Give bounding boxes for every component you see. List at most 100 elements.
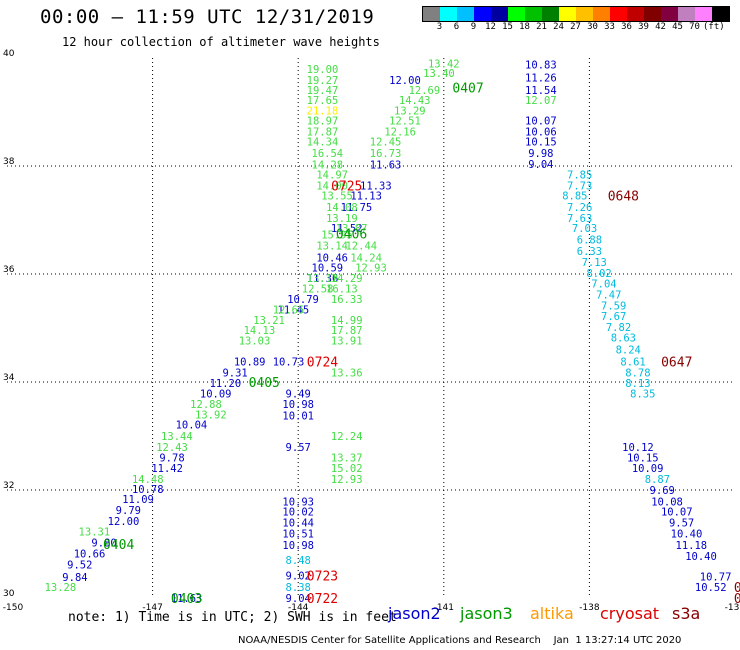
wave-height-value-jason2: 10.09: [632, 463, 664, 475]
pass-label: 0724: [307, 355, 338, 370]
wave-height-value-jason2: 12.00: [108, 516, 140, 528]
wave-height-value-jason3: 13.36: [331, 367, 363, 379]
wave-height-value-jason3: 13.28: [45, 582, 77, 594]
color-scale-label: 3: [436, 22, 443, 32]
wave-height-value-jason2: 10.77: [700, 571, 732, 583]
wave-height-value-jason3: 14.99: [331, 315, 363, 327]
color-swatch: [644, 7, 661, 21]
color-swatch: [610, 7, 627, 21]
wave-height-value-jason3: 14.34: [307, 137, 339, 149]
wave-height-value-jason3: 15.02: [331, 463, 363, 475]
wave-height-value-jason2: 10.59: [312, 263, 344, 275]
color-swatch: [712, 7, 729, 21]
wave-height-value-jason3: 14.28: [312, 159, 344, 171]
wave-height-value-jason3: 12.07: [525, 95, 557, 107]
wave-height-value-jason3: 14.24: [350, 252, 382, 264]
wave-height-value-s3a: 8.35: [630, 388, 655, 400]
wave-height-value-jason2: 10.83: [525, 59, 557, 71]
wave-height-value-jason2: 9.69: [650, 485, 675, 497]
wave-height-value-jason2: 10.08: [651, 496, 683, 508]
color-swatch: [627, 7, 644, 21]
wave-height-value-s3a: 8.02: [586, 268, 611, 280]
color-swatch: [440, 7, 457, 21]
y-tick-label: 32: [3, 481, 14, 491]
wave-height-value-jason2: 9.84: [62, 572, 87, 584]
color-scale-label: 36: [621, 22, 632, 32]
color-scale-label: 45: [672, 22, 683, 32]
wave-height-value-jason2: 10.02: [282, 507, 314, 519]
color-scale-label: 33: [604, 22, 615, 32]
wave-height-value-jason2: 11.63: [370, 159, 402, 171]
wave-height-value-s3a: 7.85: [567, 170, 592, 182]
wave-height-value-s3a: 8.38: [286, 582, 311, 594]
pass-label: 0646: [734, 581, 740, 596]
wave-height-value-s3a: 8.24: [616, 345, 641, 357]
color-scale-label: 42: [655, 22, 666, 32]
wave-height-value-jason3: 19.47: [307, 85, 339, 97]
page-title: 00:00 – 11:59 UTC 12/31/2019: [40, 6, 375, 28]
wave-height-value-jason3: 14.08: [326, 202, 358, 214]
wave-height-value-jason2: 11.52: [331, 223, 363, 235]
wave-height-value-jason3: 13.87: [336, 223, 368, 235]
wave-height-value-jason2: 9.79: [116, 505, 141, 517]
wave-height-value-jason2: 11.42: [151, 463, 183, 475]
wave-height-value-jason3: 13.14: [316, 240, 348, 252]
color-scale-label: 70: [689, 22, 700, 32]
wave-height-value-jason2: 11.18: [676, 540, 708, 552]
wave-height-value-s3a: 7.59: [601, 300, 626, 312]
color-scale-label: 27: [570, 22, 581, 32]
wave-height-value-jason3: 12.44: [345, 240, 377, 252]
wave-height-value-jason3: 15.95: [321, 230, 353, 242]
pass-label: 0723: [307, 569, 338, 584]
wave-height-value-jason2: 9.04: [528, 159, 553, 171]
color-scale-label: 30: [587, 22, 598, 32]
y-tick-label: 34: [3, 373, 15, 383]
wave-height-value-jason2: 10.07: [525, 116, 557, 128]
color-swatch: [491, 7, 508, 21]
wave-height-value-jason2: 11.26: [525, 72, 557, 84]
wave-height-value-s3a: 8.63: [611, 333, 636, 345]
color-scale-label: 18: [519, 22, 530, 32]
wave-height-value-jason3: 13.44: [161, 431, 193, 443]
y-tick-label: 30: [3, 589, 15, 599]
color-scale-label: (ft): [703, 22, 725, 32]
pass-label: 0406: [336, 228, 367, 243]
wave-height-value-jason2: 10.98: [282, 399, 314, 411]
wave-height-value-jason2: 10.66: [74, 549, 106, 561]
wave-height-value-jason3: 14.00: [316, 180, 348, 192]
wave-height-value-s3a: 6.88: [577, 234, 602, 246]
wave-height-value-jason2: 9.98: [528, 148, 553, 160]
pass-label: 0403: [171, 592, 202, 607]
pass-label: 0405: [249, 376, 280, 391]
page-subtitle: 12 hour collection of altimeter wave hei…: [62, 35, 380, 49]
pass-label: 0407: [452, 82, 483, 97]
wave-height-value-jason2: 11.45: [278, 305, 310, 317]
wave-height-value-jason3: 13.42: [428, 58, 460, 70]
wave-height-value-jason2: 10.78: [132, 484, 164, 496]
wave-height-value-jason3: 12.69: [409, 85, 441, 97]
color-scale-label: 39: [638, 22, 649, 32]
wave-height-value-jason2: 9.52: [67, 560, 92, 572]
color-swatch: [525, 7, 542, 21]
wave-height-value-s3a: 6.33: [577, 246, 602, 258]
wave-height-value-jason2: 11.13: [350, 191, 382, 203]
pass-label: 0645: [734, 592, 740, 607]
wave-height-value-jason2: 11.63: [171, 593, 203, 605]
footer-credit: NOAA/NESDIS Center for Satellite Applica…: [238, 635, 682, 646]
wave-height-value-jason3: 12.93: [331, 474, 363, 486]
wave-height-value-jason3: 12.16: [384, 126, 416, 138]
tick-labels: -150 -147 -144 -141 -138 -13 30 32 34 36 38 40: [3, 49, 740, 613]
wave-height-value-jason2: 10.51: [282, 529, 314, 541]
wave-height-value-s3a: 8.78: [625, 367, 650, 379]
wave-height-value-jason2: 11.33: [360, 180, 392, 192]
wave-height-value-s3a: 8.61: [620, 356, 645, 368]
wave-height-value-jason2: 10.07: [661, 507, 693, 519]
wave-height-value-jason3: 12.58: [302, 284, 334, 296]
wave-height-value-jason2: 9.31: [222, 367, 247, 379]
wave-height-value-jason2: 9.02: [286, 570, 311, 582]
legend-jason2: jason2: [388, 604, 441, 623]
wave-height-value-jason3: 19.27: [307, 75, 339, 87]
color-swatch: [576, 7, 593, 21]
color-swatch: [678, 7, 695, 21]
wave-height-value-jason3: 12.24: [331, 431, 363, 443]
